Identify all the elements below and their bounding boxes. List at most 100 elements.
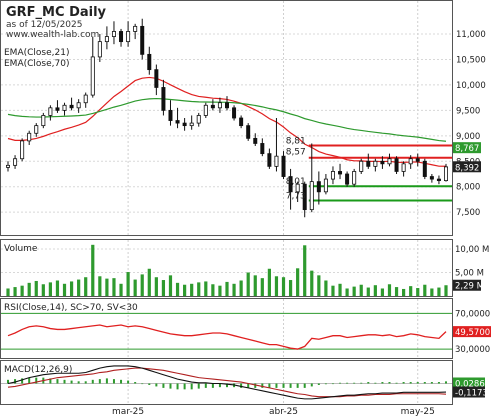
candle-body [246,125,251,139]
rsi-line [7,324,447,350]
candle-body [140,25,145,55]
volume-bar [373,285,377,296]
candle-body [168,109,173,121]
chart-date: as of 12/05/2025 [6,20,82,30]
volume-bars [6,244,448,296]
macd-histogram-bar [324,383,327,385]
price-tick-label: 9,000 [456,132,480,142]
macd-histogram-bar [437,382,440,384]
macd-tag-label: -0,1173 [455,389,488,399]
volume-bar [296,268,300,296]
volume-bar [423,284,427,296]
macd-histogram-bar [317,383,320,385]
macd-histogram-bar [247,383,250,388]
level-label: 7,73 [286,191,306,201]
candle-body [55,107,60,111]
candle-body [380,160,385,165]
candle-body [309,181,314,211]
macd-histogram-bar [162,383,165,388]
volume-bar [27,282,31,296]
volume-bar [62,283,67,296]
volume-bar [161,280,166,296]
candle-body [387,158,392,165]
volume-bar [105,278,109,296]
volume-bar [232,283,236,296]
candle-body [232,107,237,119]
volume-bar [20,285,24,296]
volume-bar [281,277,286,296]
level-label: 8,81 [286,136,306,146]
price-tick-label: 8,000 [456,183,480,193]
macd-histogram-bar [127,380,130,384]
volume-bar [324,280,328,296]
candle-body [415,158,420,162]
candle-body [76,102,81,109]
volume-bar [409,286,413,296]
macd-histogram-bar [14,379,17,384]
candle-body [90,56,95,96]
macd-histogram-bar [374,382,377,384]
candle-body [408,158,413,165]
macd-histogram-bar [7,379,9,384]
volume-bar [91,244,95,296]
macd-histogram-bar [254,383,257,388]
candle-body [83,94,88,104]
price-tag-label: 8,392 [455,163,479,173]
volume-bar [41,284,45,296]
macd-histogram-bar [353,382,356,384]
volume-bar [430,288,434,296]
macd-histogram-bar [28,377,31,384]
macd-histogram-bar [409,382,412,384]
macd-histogram-bar [77,381,80,384]
price-tag-label: 8,767 [455,144,479,154]
rsi-tick-label: 70,0000 [455,309,490,319]
volume-bar [310,270,314,296]
volume-bar [267,268,271,296]
volume-bar [288,280,293,296]
volume-bar [402,288,406,296]
candle-body [274,155,279,167]
macd-histogram-bar [141,383,144,385]
volume-bar [48,282,52,296]
macd-histogram-bar [226,383,228,388]
candle-body [147,53,152,71]
macd-histogram-bar [423,382,426,384]
volume-bar [260,278,264,296]
candle-body [295,183,300,193]
volume-bar [352,286,356,296]
level-labels: 8,81 8,57 8,01 7,73 [286,136,306,201]
candle-body [288,176,293,193]
volume-bar [387,284,392,296]
macd-histogram-bar [190,383,193,390]
candle-body [316,181,321,193]
price-tick-label: 9,500 [456,106,480,116]
volume-last-box [453,279,481,291]
price-tick-label: 7,500 [456,208,480,218]
volume-bar [204,281,208,296]
price-tag-box [453,161,481,173]
macd-histogram-bar [35,377,38,384]
volume-bar [154,277,158,296]
macd-histogram-bar [98,379,101,384]
volume-bar [55,280,60,296]
candle-body [161,87,166,111]
macd-panel [0,360,453,405]
candle-body [154,69,159,88]
macd-histogram-bar [430,382,433,384]
price-tick-label: 10,500 [456,55,486,65]
volume-bar [98,276,102,296]
macd-histogram-bar [183,383,186,390]
macd-histogram-bar [303,383,306,388]
volume-bar [119,283,123,296]
candle-body [443,166,448,182]
candle-body [13,158,18,166]
candle-body [330,171,335,180]
candle-body [373,160,378,167]
candle-body [133,25,138,32]
chart-title: GRF_MC Daily [6,5,107,20]
axis-labels: mar-25 abr-25 may-25 11,000 10,500 10,000 9,50… [112,30,491,417]
volume-bar [140,274,144,296]
candle-body [203,104,208,116]
macd-tag-box [453,386,485,398]
